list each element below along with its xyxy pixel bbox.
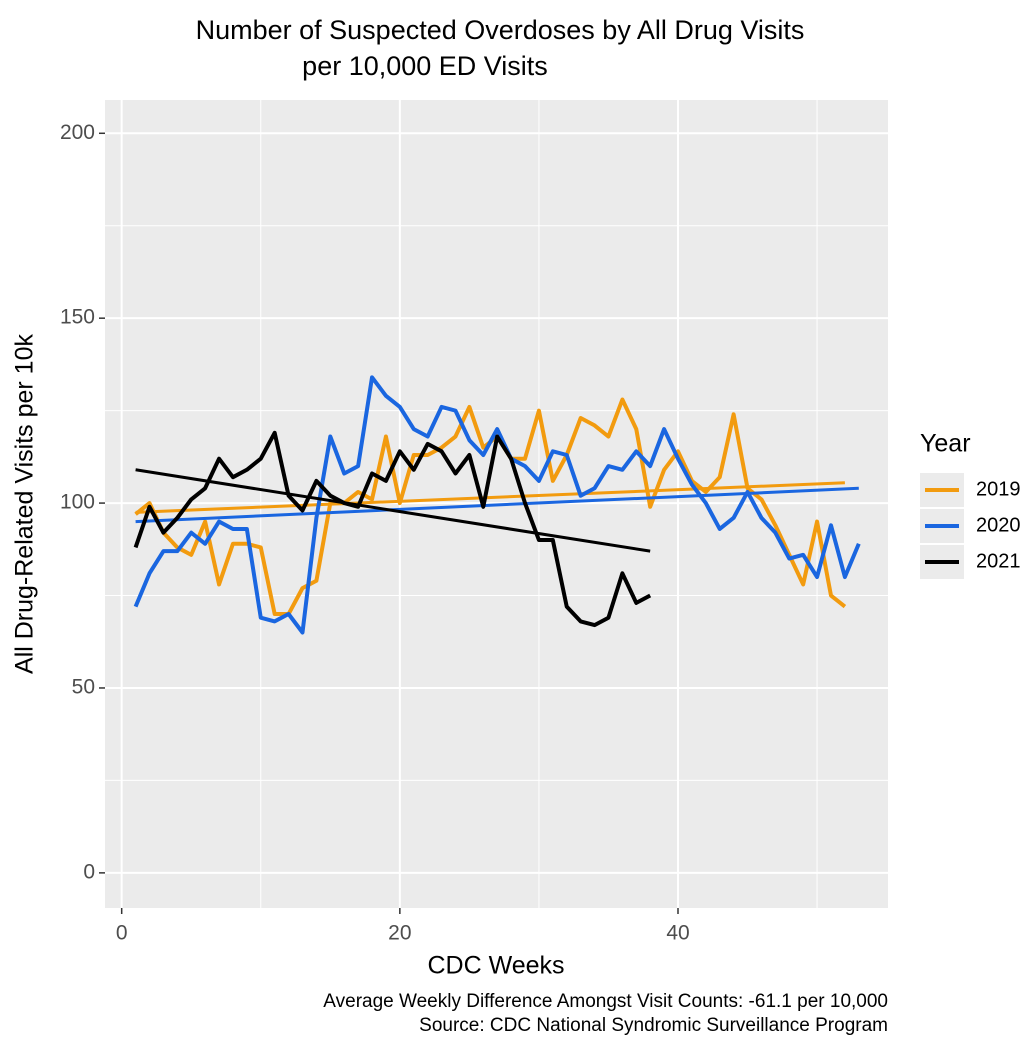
trend-line <box>135 468 651 553</box>
x-tick-label: 40 <box>666 922 689 945</box>
trend-line <box>135 481 845 514</box>
x-tick-label: 20 <box>388 922 411 945</box>
legend-title: Year <box>920 430 971 458</box>
caption: Average Weekly Difference Amongst Visit … <box>323 991 888 1012</box>
caption: Source: CDC National Syndromic Surveilla… <box>419 1015 888 1036</box>
x-axis-label: CDC Weeks <box>427 952 564 980</box>
y-tick-label: 200 <box>60 121 95 144</box>
y-tick-label: 50 <box>72 676 95 699</box>
legend-label: 2020 <box>976 514 1021 536</box>
x-tick-label: 0 <box>116 922 128 945</box>
y-tick-label: 150 <box>60 306 95 329</box>
series-line <box>133 375 861 635</box>
y-axis-label: All Drug-Related Visits per 10k <box>11 334 39 674</box>
series-line <box>133 430 652 628</box>
chart-title: Number of Suspected Overdoses by All Dru… <box>196 15 805 45</box>
trend-line <box>135 486 859 524</box>
y-tick-label: 0 <box>83 860 95 883</box>
legend-label: 2019 <box>976 478 1021 500</box>
y-tick-label: 100 <box>60 491 95 514</box>
legend-label: 2021 <box>976 550 1021 572</box>
chart-subtitle: per 10,000 ED Visits <box>302 51 548 81</box>
